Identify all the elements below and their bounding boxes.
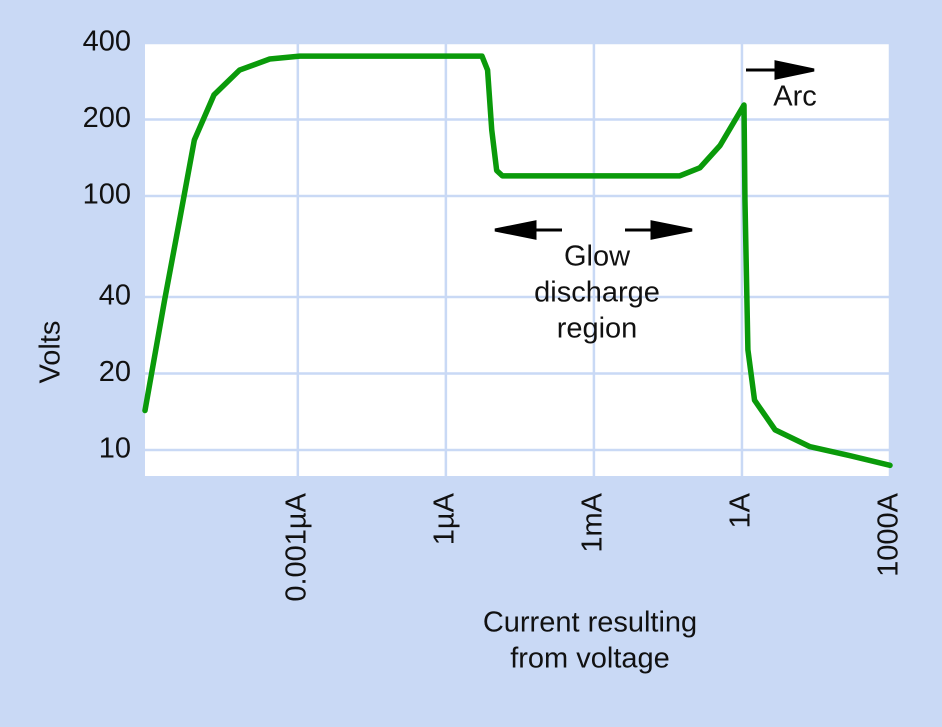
annotation: discharge xyxy=(534,277,660,309)
x-tick-label: 0.001µA xyxy=(280,492,312,601)
x-tick-label: 1mA xyxy=(577,492,609,552)
x-tick-label: 1µA xyxy=(429,492,461,545)
glow-arrows xyxy=(494,60,815,240)
x-axis-label: from voltage xyxy=(510,643,670,675)
annotation: Glow xyxy=(564,241,631,273)
y-tick-label: 40 xyxy=(99,280,131,312)
x-axis-label: Current resulting xyxy=(483,607,697,639)
annotation: region xyxy=(557,313,638,345)
y-tick-label: 10 xyxy=(99,433,131,465)
grid xyxy=(145,41,892,476)
x-tick-label: 1A xyxy=(725,492,757,528)
y-tick-label: 200 xyxy=(83,102,131,134)
x-tick-label: 1000A xyxy=(873,492,905,577)
y-tick-label: 100 xyxy=(83,179,131,211)
y-axis-label: Volts xyxy=(35,321,67,384)
y-tick-label: 20 xyxy=(99,356,131,388)
annotation: Arc xyxy=(773,81,817,113)
plot-area xyxy=(145,43,890,476)
y-tick-label: 400 xyxy=(83,26,131,58)
line xyxy=(142,53,893,469)
